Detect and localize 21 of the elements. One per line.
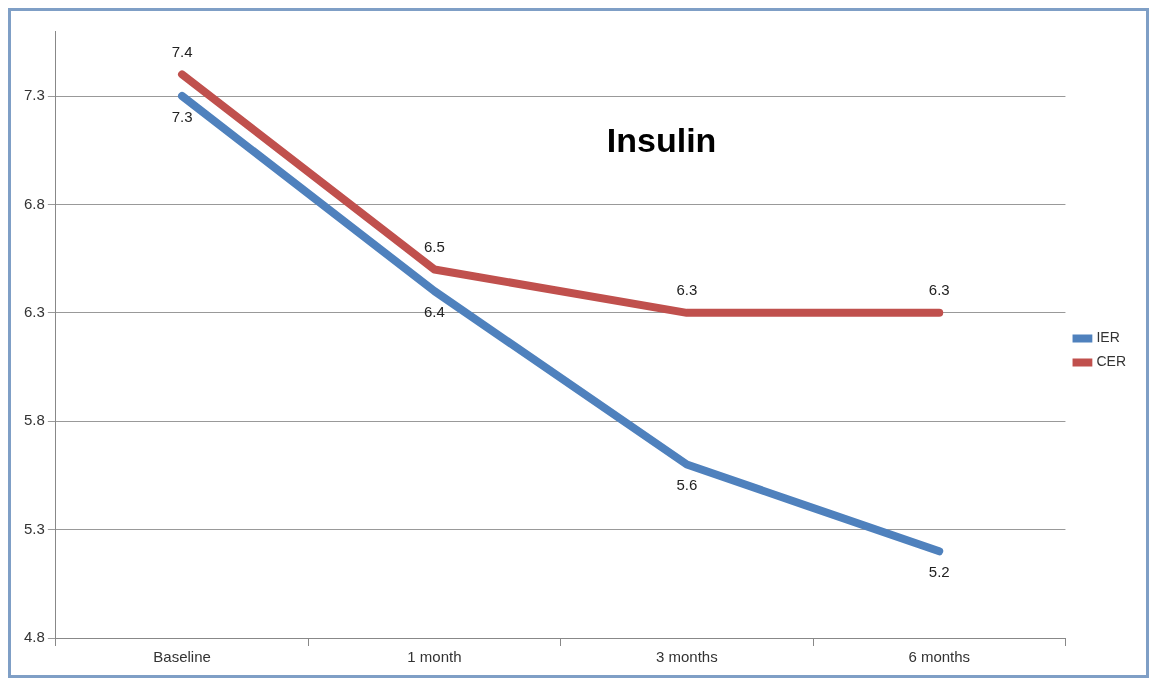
data-label: 6.5 xyxy=(424,238,445,256)
x-tick-label: Baseline xyxy=(153,648,211,666)
y-tick-label: 7.3 xyxy=(23,86,45,104)
data-label: 6.4 xyxy=(424,302,445,320)
text: Insulin xyxy=(606,121,717,160)
data-label: 7.4 xyxy=(171,43,193,60)
data-label: 5.6 xyxy=(676,476,698,494)
x-tick-label: 3 months xyxy=(655,648,718,666)
legend-label: IER xyxy=(1096,329,1120,346)
y-tick-label: 5.3 xyxy=(23,519,45,537)
data-label: 6.3 xyxy=(928,281,950,299)
y-tick-label: 4.8 xyxy=(23,628,45,646)
data-label: 5.2 xyxy=(928,562,950,580)
x-tick-label: 1 month xyxy=(407,648,462,666)
x-tick-label: 6 months xyxy=(908,648,971,666)
legend-label: CER xyxy=(1096,353,1126,370)
y-tick-label: 5.8 xyxy=(23,411,45,429)
y-tick-label: 6.3 xyxy=(23,302,45,320)
data-label: 6.3 xyxy=(676,281,698,299)
y-tick-label: 6.8 xyxy=(23,194,45,212)
data-label: 7.3 xyxy=(171,107,193,125)
